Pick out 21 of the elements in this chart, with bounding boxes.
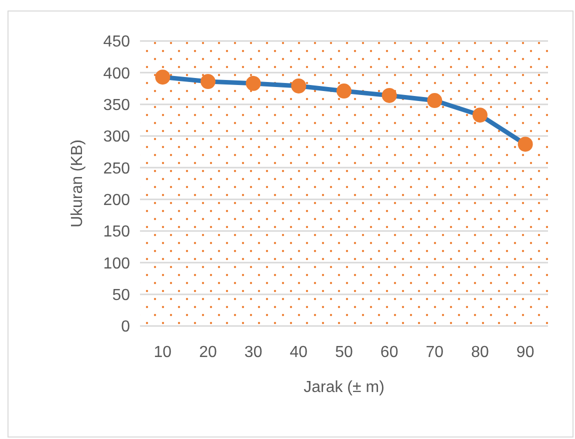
- x-axis-title: Jarak (± m): [304, 379, 384, 396]
- y-tick-label: 350: [103, 96, 130, 114]
- y-tick-label: 0: [121, 318, 130, 336]
- x-tick-label: 70: [426, 344, 444, 361]
- y-tick-label: 150: [103, 224, 130, 241]
- y-tick-label: 250: [103, 160, 130, 178]
- x-tick-label: 10: [154, 344, 172, 361]
- x-tick-label: 30: [244, 344, 262, 361]
- x-tick-label: 20: [199, 344, 217, 361]
- y-tick-label: 50: [112, 286, 130, 304]
- y-tick-label: 400: [103, 65, 130, 82]
- y-tick-label: 300: [103, 128, 130, 146]
- x-tick-label: 40: [290, 344, 308, 361]
- x-tick-label: 80: [471, 344, 489, 361]
- x-tick-label: 90: [516, 344, 534, 361]
- y-axis-title: Ukuran (KB): [69, 139, 86, 228]
- x-tick-label: 50: [335, 344, 353, 361]
- y-tick-label: 200: [103, 192, 130, 209]
- y-tick-label: 100: [103, 255, 130, 272]
- x-tick-label: 60: [380, 344, 398, 361]
- y-tick-label: 450: [103, 34, 130, 51]
